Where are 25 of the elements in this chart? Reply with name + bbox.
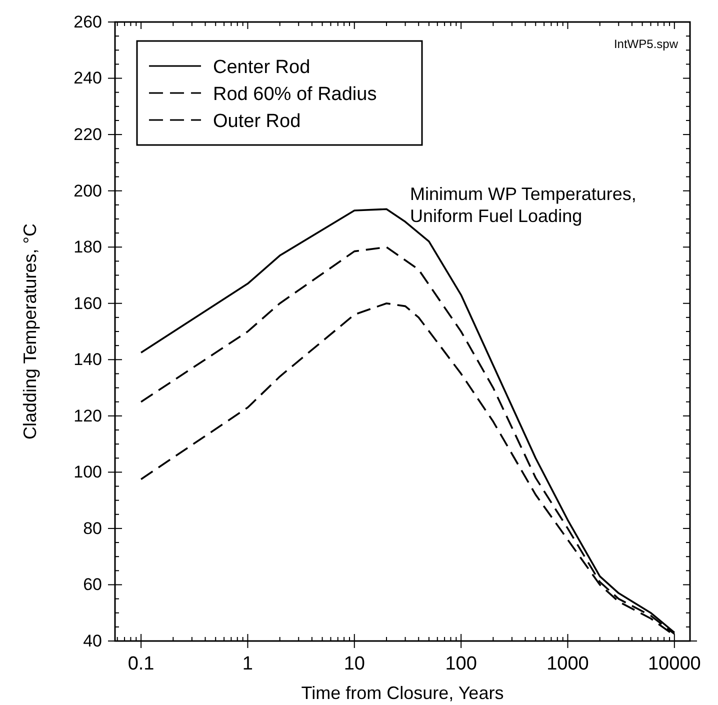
- y-axis-title: Cladding Temperatures, °C: [20, 224, 40, 440]
- x-tick-label: 1000: [546, 653, 589, 674]
- y-tick-label: 160: [74, 294, 102, 313]
- y-tick-label: 240: [74, 68, 102, 88]
- x-axis-title: Time from Closure, Years: [301, 683, 504, 703]
- legend-label: Outer Rod: [213, 111, 301, 132]
- x-tick-label: 10000: [648, 653, 701, 674]
- y-tick-label: 200: [74, 181, 102, 200]
- y-tick-label: 40: [83, 631, 102, 650]
- y-tick-label: 180: [74, 238, 102, 257]
- y-tick-label: 100: [74, 462, 102, 482]
- y-tick-label: 260: [74, 12, 102, 32]
- x-tick-label: 0.1: [128, 653, 154, 674]
- y-tick-label: 80: [83, 518, 102, 538]
- annotation: IntWP5.spw: [614, 37, 678, 51]
- x-tick-label: 1: [242, 653, 254, 674]
- y-tick-label: 140: [74, 350, 102, 370]
- annotation: Minimum WP Temperatures, Uniform Fuel Loading: [410, 184, 636, 226]
- legend-label: Center Rod: [213, 57, 310, 78]
- x-tick-label: 100: [445, 653, 477, 674]
- x-tick-label: 10: [344, 653, 365, 674]
- y-tick-label: 220: [74, 124, 102, 144]
- legend-label: Rod 60% of Radius: [213, 84, 377, 105]
- y-tick-label: 120: [74, 406, 102, 426]
- y-tick-label: 60: [83, 575, 102, 594]
